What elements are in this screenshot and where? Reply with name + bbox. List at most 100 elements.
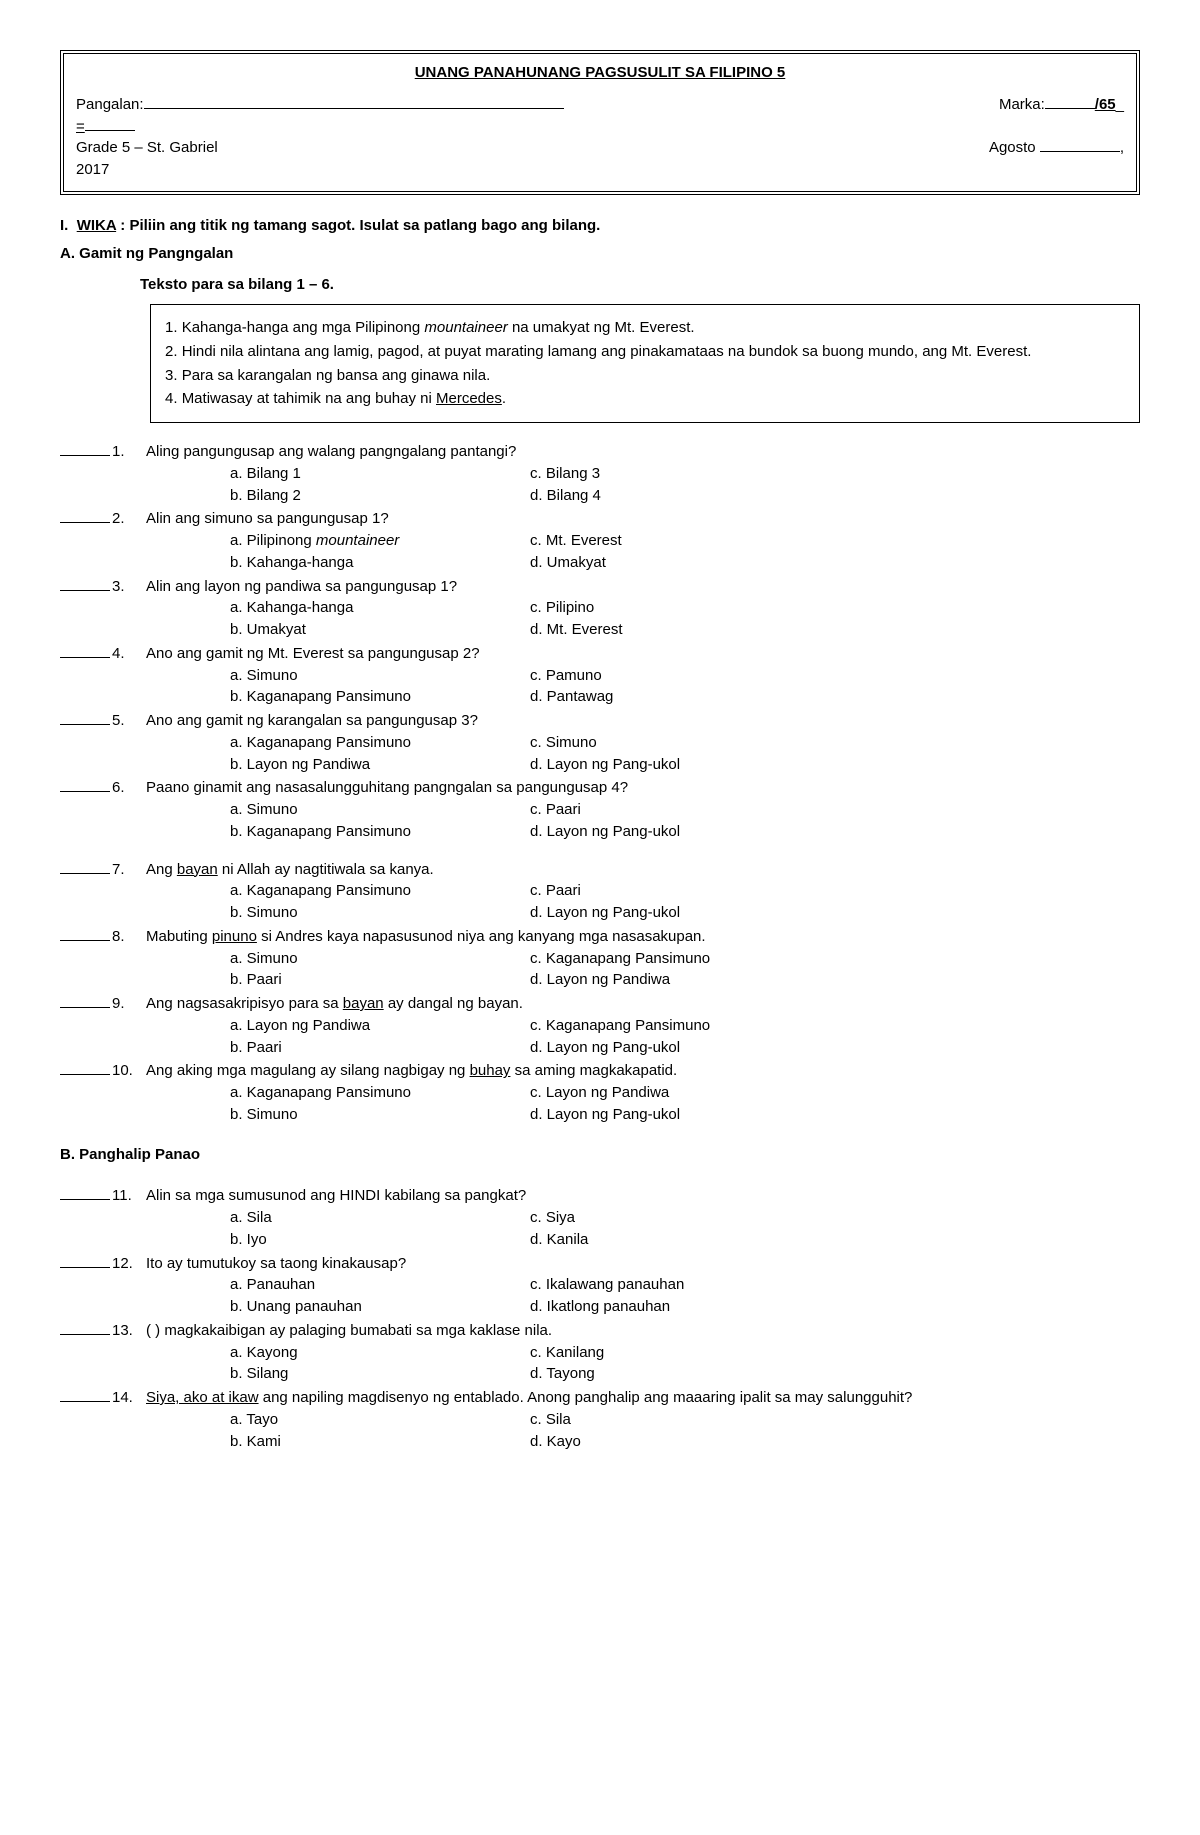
score-label: Marka: — [999, 96, 1045, 113]
opt-d: d. Mt. Everest — [530, 619, 830, 641]
opt-a: a. Simuno — [230, 948, 530, 970]
answer-blank[interactable] — [60, 791, 110, 792]
answer-blank[interactable] — [60, 522, 110, 523]
opt-b: b. Iyo — [230, 1229, 530, 1251]
question-3: 3.Alin ang layon ng pandiwa sa pangungus… — [60, 576, 1140, 641]
opt-d: d. Layon ng Pang-ukol — [530, 821, 830, 843]
opt-b: b. Simuno — [230, 902, 530, 924]
opt-b: b. Kaganapang Pansimuno — [230, 686, 530, 708]
opt-d: d. Layon ng Pang-ukol — [530, 1037, 830, 1059]
question-13: 13.( ) magkakaibigan ay palaging bumabat… — [60, 1320, 1140, 1385]
opt-b: b. Umakyat — [230, 619, 530, 641]
texto-label: Teksto para sa bilang 1 – 6. — [140, 274, 1140, 296]
opt-d: d. Layon ng Pang-ukol — [530, 902, 830, 924]
opt-c: c. Bilang 3 — [530, 463, 830, 485]
exam-title: UNANG PANAHUNANG PAGSUSULIT SA FILIPINO … — [76, 62, 1124, 84]
question-7: 7.Ang bayan ni Allah ay nagtitiwala sa k… — [60, 859, 1140, 924]
opt-d: d. Ikatlong panauhan — [530, 1296, 830, 1318]
question-9: 9.Ang nagsasakripisyo para sa bayan ay d… — [60, 993, 1140, 1058]
opt-c: c. Paari — [530, 880, 830, 902]
opt-b: b. Paari — [230, 969, 530, 991]
opt-a: a. Simuno — [230, 799, 530, 821]
header-row-1: Pangalan: Marka:/65_ — [76, 94, 1124, 116]
opt-b: b. Simuno — [230, 1104, 530, 1126]
answer-blank[interactable] — [60, 940, 110, 941]
opt-b: b. Kami — [230, 1431, 530, 1453]
opt-c: c. Kaganapang Pansimuno — [530, 1015, 830, 1037]
name-blank[interactable] — [144, 108, 564, 109]
equals-row: = — [76, 116, 1124, 138]
passage-line-4: 4. Matiwasay at tahimik na ang buhay ni … — [165, 388, 1125, 410]
answer-blank[interactable] — [60, 1334, 110, 1335]
header-box: UNANG PANAHUNANG PAGSUSULIT SA FILIPINO … — [60, 50, 1140, 195]
opt-b: b. Layon ng Pandiwa — [230, 754, 530, 776]
name-label: Pangalan: — [76, 96, 144, 113]
opt-c: c. Kaganapang Pansimuno — [530, 948, 830, 970]
opt-d: d. Layon ng Pandiwa — [530, 969, 830, 991]
part-a-heading: A. Gamit ng Pangngalan — [60, 243, 1140, 265]
opt-a: a. Layon ng Pandiwa — [230, 1015, 530, 1037]
opt-d: d. Kayo — [530, 1431, 830, 1453]
opt-d: d. Layon ng Pang-ukol — [530, 754, 830, 776]
opt-a: a. Kaganapang Pansimuno — [230, 732, 530, 754]
month-label: Agosto — [989, 139, 1036, 156]
answer-blank[interactable] — [60, 590, 110, 591]
opt-c: c. Pamuno — [530, 665, 830, 687]
answer-blank[interactable] — [60, 1007, 110, 1008]
opt-b: b. Kaganapang Pansimuno — [230, 821, 530, 843]
header-row-2: Grade 5 – St. Gabriel Agosto , — [76, 137, 1124, 159]
opt-b: b. Bilang 2 — [230, 485, 530, 507]
opt-d: d. Pantawag — [530, 686, 830, 708]
opt-c: c. Layon ng Pandiwa — [530, 1082, 830, 1104]
opt-b: b. Unang panauhan — [230, 1296, 530, 1318]
passage-box: 1. Kahanga-hanga ang mga Pilipinong moun… — [150, 304, 1140, 423]
opt-a: a. Panauhan — [230, 1274, 530, 1296]
question-1: 1.Aling pangungusap ang walang pangngala… — [60, 441, 1140, 506]
question-2: 2.Alin ang simuno sa pangungusap 1? a. P… — [60, 508, 1140, 573]
answer-blank[interactable] — [60, 1074, 110, 1075]
opt-c: c. Sila — [530, 1409, 830, 1431]
question-14: 14.Siya, ako at ikaw ang napiling magdis… — [60, 1387, 1140, 1452]
opt-c: c. Siya — [530, 1207, 830, 1229]
opt-a: a. Pilipinong mountaineer — [230, 530, 530, 552]
opt-a: a. Bilang 1 — [230, 463, 530, 485]
opt-c: c. Simuno — [530, 732, 830, 754]
opt-c: c. Ikalawang panauhan — [530, 1274, 830, 1296]
opt-b: b. Kahanga-hanga — [230, 552, 530, 574]
question-5: 5.Ano ang gamit ng karangalan sa pangung… — [60, 710, 1140, 775]
section-1-heading: I. WIKA : Piliin ang titik ng tamang sag… — [60, 215, 1140, 237]
opt-a: a. Sila — [230, 1207, 530, 1229]
passage-line-3: 3. Para sa karangalan ng bansa ang ginaw… — [165, 365, 1125, 387]
question-4: 4.Ano ang gamit ng Mt. Everest sa pangun… — [60, 643, 1140, 708]
opt-d: d. Bilang 4 — [530, 485, 830, 507]
question-11: 11.Alin sa mga sumusunod ang HINDI kabil… — [60, 1185, 1140, 1250]
opt-b: b. Paari — [230, 1037, 530, 1059]
answer-blank[interactable] — [60, 724, 110, 725]
opt-d: d. Kanila — [530, 1229, 830, 1251]
opt-c: c. Paari — [530, 799, 830, 821]
opt-a: a. Kaganapang Pansimuno — [230, 1082, 530, 1104]
question-12: 12.Ito ay tumutukoy sa taong kinakausap?… — [60, 1253, 1140, 1318]
opt-c: c. Mt. Everest — [530, 530, 830, 552]
opt-d: d. Umakyat — [530, 552, 830, 574]
opt-a: a. Kaganapang Pansimuno — [230, 880, 530, 902]
year: 2017 — [76, 159, 1124, 181]
answer-blank[interactable] — [60, 657, 110, 658]
question-10: 10.Ang aking mga magulang ay silang nagb… — [60, 1060, 1140, 1125]
opt-b: b. Silang — [230, 1363, 530, 1385]
answer-blank[interactable] — [60, 455, 110, 456]
opt-d: d. Layon ng Pang-ukol — [530, 1104, 830, 1126]
score-blank[interactable] — [1045, 108, 1095, 109]
date-blank[interactable] — [1040, 151, 1120, 152]
answer-blank[interactable] — [60, 1267, 110, 1268]
passage-line-2: 2. Hindi nila alintana ang lamig, pagod,… — [165, 341, 1125, 363]
opt-c: c. Pilipino — [530, 597, 830, 619]
answer-blank[interactable] — [60, 1199, 110, 1200]
question-6: 6.Paano ginamit ang nasasalungguhitang p… — [60, 777, 1140, 842]
answer-blank[interactable] — [60, 873, 110, 874]
opt-a: a. Simuno — [230, 665, 530, 687]
opt-c: c. Kanilang — [530, 1342, 830, 1364]
opt-d: d. Tayong — [530, 1363, 830, 1385]
opt-a: a. Tayo — [230, 1409, 530, 1431]
answer-blank[interactable] — [60, 1401, 110, 1402]
